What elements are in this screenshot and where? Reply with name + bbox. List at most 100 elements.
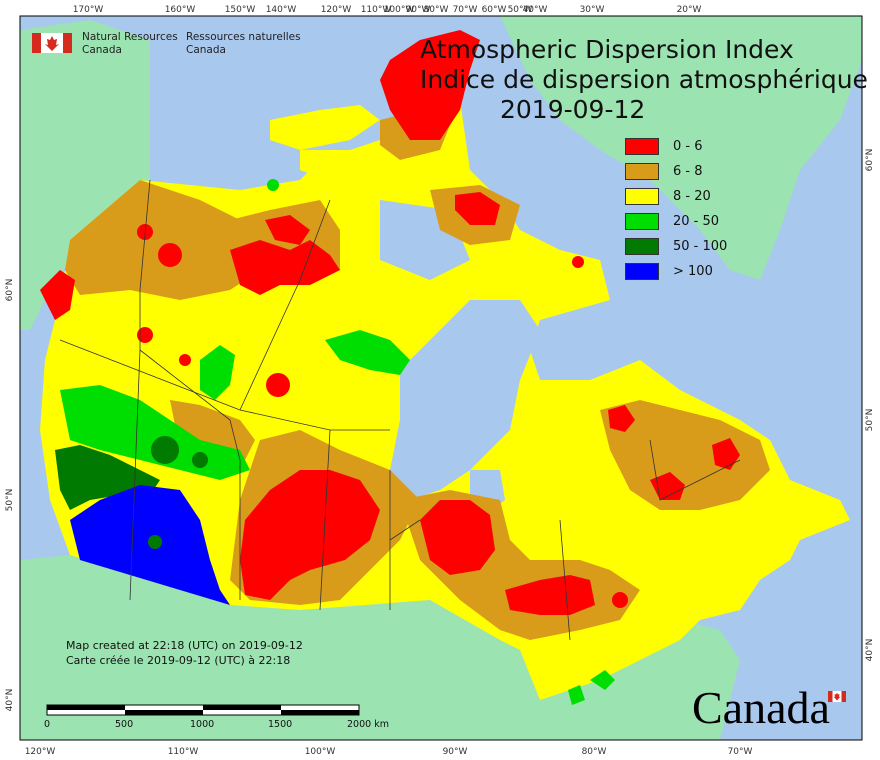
tick-label: 50°W bbox=[508, 5, 533, 15]
scale-label-500: 500 bbox=[115, 719, 134, 730]
scale-label-2000: 2000 km bbox=[347, 719, 389, 730]
red-alaska-edge bbox=[40, 270, 75, 320]
agency-name-en: Natural Resources Canada bbox=[82, 31, 178, 57]
arctic-islands-2 bbox=[300, 150, 440, 190]
red-ellesmere bbox=[380, 30, 480, 140]
tick-label: 40°N bbox=[865, 639, 875, 662]
created-note-fr: Carte créée le 2019-09-12 (UTC) à 22:18 bbox=[66, 654, 291, 667]
legend-swatch bbox=[625, 138, 659, 155]
tick-label: 60°W bbox=[482, 5, 507, 15]
left-ticks: 60°N 50°N 40°N bbox=[5, 279, 15, 712]
legend-item: 50 - 100 bbox=[625, 234, 727, 259]
red-spot-3 bbox=[137, 327, 153, 343]
red-banks bbox=[265, 215, 310, 245]
tick-label: 50°N bbox=[865, 409, 875, 432]
green-nwt bbox=[200, 345, 235, 400]
legend-swatch bbox=[625, 188, 659, 205]
legend-swatch bbox=[625, 163, 659, 180]
tick-label: 120°W bbox=[25, 747, 56, 757]
agency-en-line2: Canada bbox=[82, 44, 122, 56]
legend-swatch bbox=[625, 238, 659, 255]
red-ontario-south bbox=[505, 575, 595, 615]
nrcan-flag-icon bbox=[32, 33, 72, 53]
tick-label: 80°W bbox=[582, 747, 607, 757]
legend-item: 0 - 6 bbox=[625, 134, 727, 159]
red-labrador bbox=[712, 438, 740, 470]
hudson-bay bbox=[390, 300, 540, 500]
top-ticks: 170°W 160°W 150°W 140°W 120°W 110°W100°W90°W8… bbox=[73, 5, 702, 15]
legend-swatch bbox=[625, 263, 659, 280]
scale-label-0: 0 bbox=[44, 719, 51, 730]
canada-wordmark: Canada bbox=[692, 682, 830, 733]
legend-swatch bbox=[625, 213, 659, 230]
us-land bbox=[20, 555, 620, 740]
red-baffin bbox=[455, 192, 500, 225]
tick-label: 110°W bbox=[361, 5, 392, 15]
red-prairie bbox=[240, 470, 380, 600]
created-note-en: Map created at 22:18 (UTC) on 2019-09-12 bbox=[66, 639, 303, 652]
red-spot-7 bbox=[572, 256, 584, 268]
legend: 0 - 6 6 - 8 8 - 20 20 - 50 50 - 100 > 100 bbox=[625, 134, 727, 284]
map-date: 2019-09-12 bbox=[500, 95, 646, 124]
right-ticks: 60°N 50°N 40°N bbox=[865, 149, 875, 662]
legend-label: 20 - 50 bbox=[673, 214, 720, 229]
red-spot-5 bbox=[266, 373, 290, 397]
scale-label-1000: 1000 bbox=[190, 719, 215, 730]
tick-label: 120°W bbox=[321, 5, 352, 15]
scale-label-1500: 1500 bbox=[268, 719, 293, 730]
legend-item: 8 - 20 bbox=[625, 184, 727, 209]
agency-name-fr: Ressources naturelles Canada bbox=[186, 31, 301, 57]
tick-label: 70°W bbox=[728, 747, 753, 757]
tick-label: 80°W bbox=[424, 5, 449, 15]
tick-label: 100°W bbox=[305, 747, 336, 757]
tick-label: 160°W bbox=[165, 5, 196, 15]
map-title-en: Atmospheric Dispersion Index bbox=[420, 35, 794, 64]
map-border bbox=[19, 15, 863, 741]
tick-label: 60°N bbox=[865, 149, 875, 172]
green-spot-1 bbox=[267, 179, 279, 191]
tick-label: 40°N bbox=[5, 689, 15, 712]
tick-label: 20°W bbox=[677, 5, 702, 15]
tick-label: 170°W bbox=[73, 5, 104, 15]
map-title-fr: Indice de dispersion atmosphérique bbox=[420, 65, 868, 94]
tick-label: 100°W bbox=[384, 5, 415, 15]
legend-label: 0 - 6 bbox=[673, 139, 703, 154]
legend-label: 50 - 100 bbox=[673, 239, 728, 254]
darkgreen-spot-blue bbox=[148, 535, 162, 549]
tick-label: 60°N bbox=[5, 279, 15, 302]
legend-item: > 100 bbox=[625, 259, 727, 284]
green-nunavut bbox=[325, 330, 410, 375]
tick-label: 150°W bbox=[225, 5, 256, 15]
legend-label: 8 - 20 bbox=[673, 189, 711, 204]
orange-nw bbox=[65, 180, 260, 300]
greenland-land bbox=[500, 16, 862, 280]
canada-wordmark-flag-icon bbox=[828, 691, 846, 702]
red-spot-2 bbox=[158, 243, 182, 267]
legend-label: > 100 bbox=[673, 264, 713, 279]
legend-item: 20 - 50 bbox=[625, 209, 727, 234]
scale-bar bbox=[46, 704, 360, 716]
bottom-ticks: 120°W 110°W 100°W 90°W 80°W 70°W bbox=[25, 747, 753, 757]
red-quebec-1 bbox=[608, 405, 635, 432]
red-spot-6 bbox=[612, 592, 628, 608]
red-victoria bbox=[230, 240, 340, 295]
tick-label: 50°N bbox=[5, 489, 15, 512]
tick-label: 90°W bbox=[443, 747, 468, 757]
legend-label: 6 - 8 bbox=[673, 164, 703, 179]
legend-item: 6 - 8 bbox=[625, 159, 727, 184]
tick-label: 140°W bbox=[266, 5, 297, 15]
agency-en-line1: Natural Resources bbox=[82, 31, 178, 43]
tick-label: 70°W bbox=[453, 5, 478, 15]
orange-quebec bbox=[600, 400, 770, 510]
province-borders bbox=[59, 179, 741, 641]
alaska-land bbox=[20, 20, 150, 330]
agency-fr-line2: Canada bbox=[186, 44, 226, 56]
green-ontario-south bbox=[590, 670, 615, 690]
green-ns bbox=[568, 685, 585, 705]
red-ontario-north bbox=[420, 500, 495, 575]
darkgreen-spot-1 bbox=[151, 436, 179, 464]
red-spot-4 bbox=[179, 354, 191, 366]
tick-label: 30°W bbox=[580, 5, 605, 15]
arctic-islands bbox=[270, 105, 380, 150]
